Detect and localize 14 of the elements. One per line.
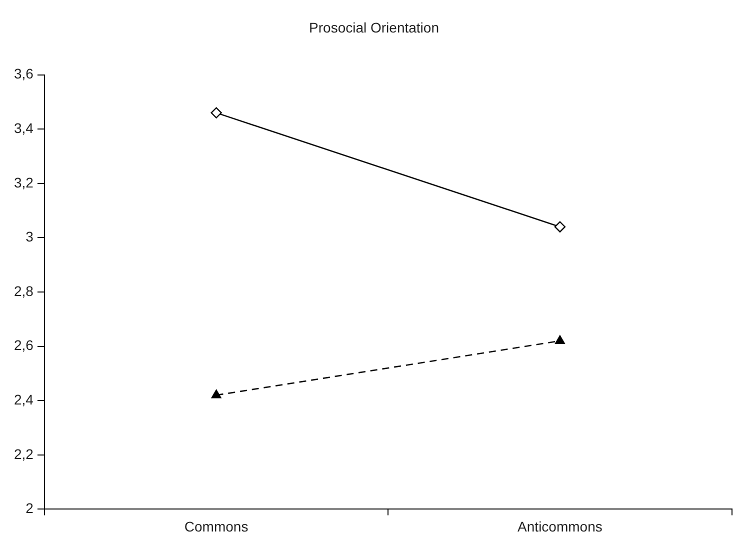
point (554, 221, 566, 232)
x-tick-label: Commons (184, 518, 248, 534)
y-tick-label: 3,6 (14, 66, 34, 82)
y-tick-label: 2,4 (14, 391, 34, 408)
chart-title: Prosocial Orientation (309, 19, 439, 36)
y-tick-label: 2,2 (14, 446, 34, 462)
point (210, 107, 222, 118)
y-tick-label: 3,4 (14, 120, 34, 136)
y-tick-label: 3 (26, 228, 34, 245)
x-tick-label: Anticommons (518, 518, 602, 534)
y-tick-label: 2,8 (14, 282, 34, 299)
y-tick-label: 2,6 (14, 337, 34, 354)
y-tick-label: 2 (26, 500, 34, 516)
y-tick-label: 3,2 (14, 174, 34, 190)
